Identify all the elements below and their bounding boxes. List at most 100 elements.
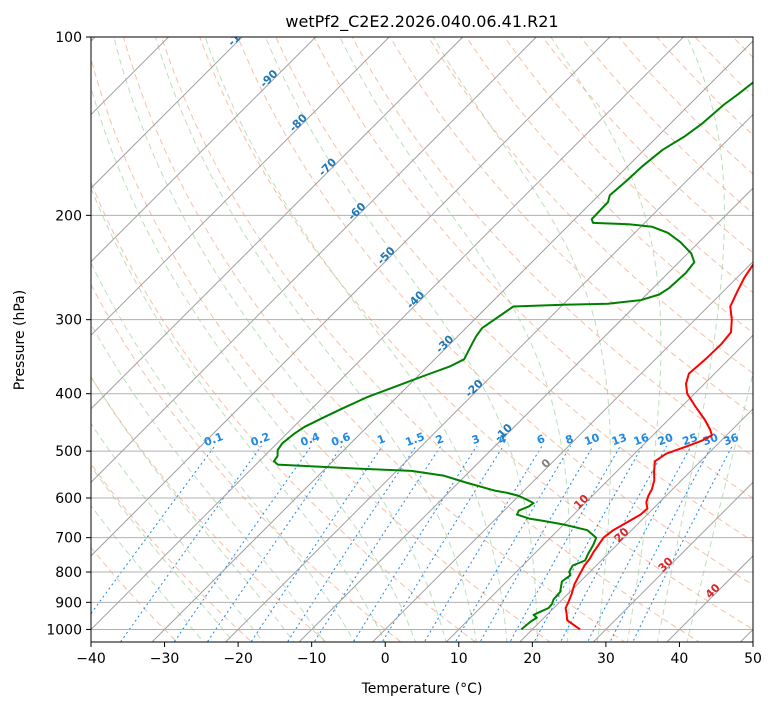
mixing-ratio-label: 20 [656,431,675,449]
x-tick-label: 40 [671,651,689,667]
mixing-ratio-line [286,445,417,642]
x-axis-label: Temperature (°C) [361,681,483,697]
mixing-ratio-line [173,445,312,642]
isotherm-line [91,37,170,116]
y-tick-label: 300 [55,313,82,329]
isotherm-label: -70 [316,155,339,178]
mixing-ratio-label: 1 [376,432,388,447]
dry-adiabats [91,37,753,642]
dry-adiabat-line [542,37,753,254]
x-tick-label: −40 [76,651,106,667]
dry-adiabat-line [389,37,753,416]
y-tick-label: 100 [55,30,82,46]
isotherm-label: -10 [492,421,515,444]
mixing-ratio-label: 10 [583,431,602,449]
mixing-ratio-label: 1.5 [404,430,427,449]
dry-adiabat-line [91,181,477,642]
isotherm-line [224,113,753,642]
mixing-ratio-label: 4 [496,432,508,447]
isotherm-line [592,481,753,642]
isotherm-label: -100 [225,20,254,49]
isotherm-line [371,260,753,642]
moist-adiabat-line [264,37,538,642]
isotherm-label: -80 [287,111,310,134]
pressure-gridlines [91,37,753,630]
mixing-ratio-line [206,445,343,642]
mixing-ratio-label: 0.2 [249,430,272,449]
plot-frame [90,36,754,643]
y-tick-label: 900 [55,595,82,611]
mixing-ratio-line [454,445,572,642]
mixing-ratio-line [91,445,216,615]
x-axis-ticks: −40 −30 −20 −10 0 10 20 30 40 50 [76,642,762,667]
dry-adiabat-line [237,37,753,586]
isotherm-label: -50 [375,244,398,267]
isotherm-line [151,40,753,642]
mixing-ratio-line [352,445,478,642]
y-tick-label: 1000 [46,622,82,638]
moist-adiabat-line [91,85,416,642]
moist-adiabat-line [550,37,662,642]
dry-adiabat-line [122,37,626,642]
moist-adiabat-line [686,371,753,642]
moist-adiabat-line [91,323,325,642]
y-tick-label: 500 [55,444,82,460]
dry-adiabat-line [465,37,753,334]
x-tick-label: −30 [150,651,180,667]
profile-series [273,81,753,631]
moist-adiabat-line [204,37,508,642]
moist-adiabat-line [432,37,612,642]
mixing-ratio-label: 36 [722,431,741,449]
dry-adiabat-line [91,56,551,642]
mixing-ratio-line [313,445,442,642]
mixing-ratio-label: 6 [535,432,547,447]
mixing-ratio-line [533,445,643,642]
x-tick-label: 50 [744,651,762,667]
x-tick-label: −10 [297,651,327,667]
dry-adiabat-line [91,283,402,642]
mixing-ratio-label: 2 [434,432,446,447]
mixing-ratio-line [509,445,621,642]
y-axis-ticks: 1000 900 800 700 600 500 400 300 200 100 [46,30,91,638]
dry-adiabat-line [618,37,753,175]
plot-area: 0.1 0.2 0.4 0.6 1 1.5 2 3 4 6 8 10 13 16 20 25 30 36-100-… [91,20,753,642]
dry-adiabat-line [275,37,753,543]
isotherm-line [91,37,317,263]
isotherm-line [519,408,753,642]
isotherm-label: -40 [404,288,427,311]
mixing-ratio-line [559,445,668,642]
mixing-ratio-line [479,445,594,642]
temperature-profile-line [564,262,753,631]
line-labels: 0.1 0.2 0.4 0.6 1 1.5 2 3 4 6 8 10 13 16 20 25 30 36-100-… [202,20,741,601]
y-tick-label: 600 [55,491,82,507]
mixing-ratio-label: 0.4 [299,430,322,449]
isotherm-label: 20 [612,525,632,545]
mixing-ratio-line [609,445,713,642]
dry-adiabat-line [580,37,753,214]
y-tick-label: 700 [55,531,82,547]
x-tick-label: 10 [450,651,468,667]
mixing-ratio-line [632,445,733,642]
dry-adiabat-line [313,37,753,499]
isotherm-line [666,555,753,642]
mixing-ratio-line [381,445,504,642]
moist-adiabat-line [113,37,447,642]
isotherm-label: -60 [345,200,368,223]
chart-title: wetPf2_C2E2.2026.040.06.41.R21 [285,12,558,32]
dry-adiabat-line [427,37,753,374]
dry-adiabat-line [91,462,253,642]
mixing-ratio-line [587,445,692,642]
isotherm-line [91,37,611,557]
isotherm-label: -20 [463,377,486,400]
moist-adiabat-line [91,504,205,642]
y-tick-label: 400 [55,387,82,403]
mixing-ratio-line [250,445,383,642]
dry-adiabat-line [656,37,753,136]
dry-adiabat-line [732,37,753,59]
isotherm-label: 10 [571,492,591,512]
isotherm-label: -30 [433,332,456,355]
mixing-ratio-label: 8 [564,432,576,447]
mixing-ratio-line [423,445,543,642]
mixing-ratio-label: 13 [610,431,629,448]
